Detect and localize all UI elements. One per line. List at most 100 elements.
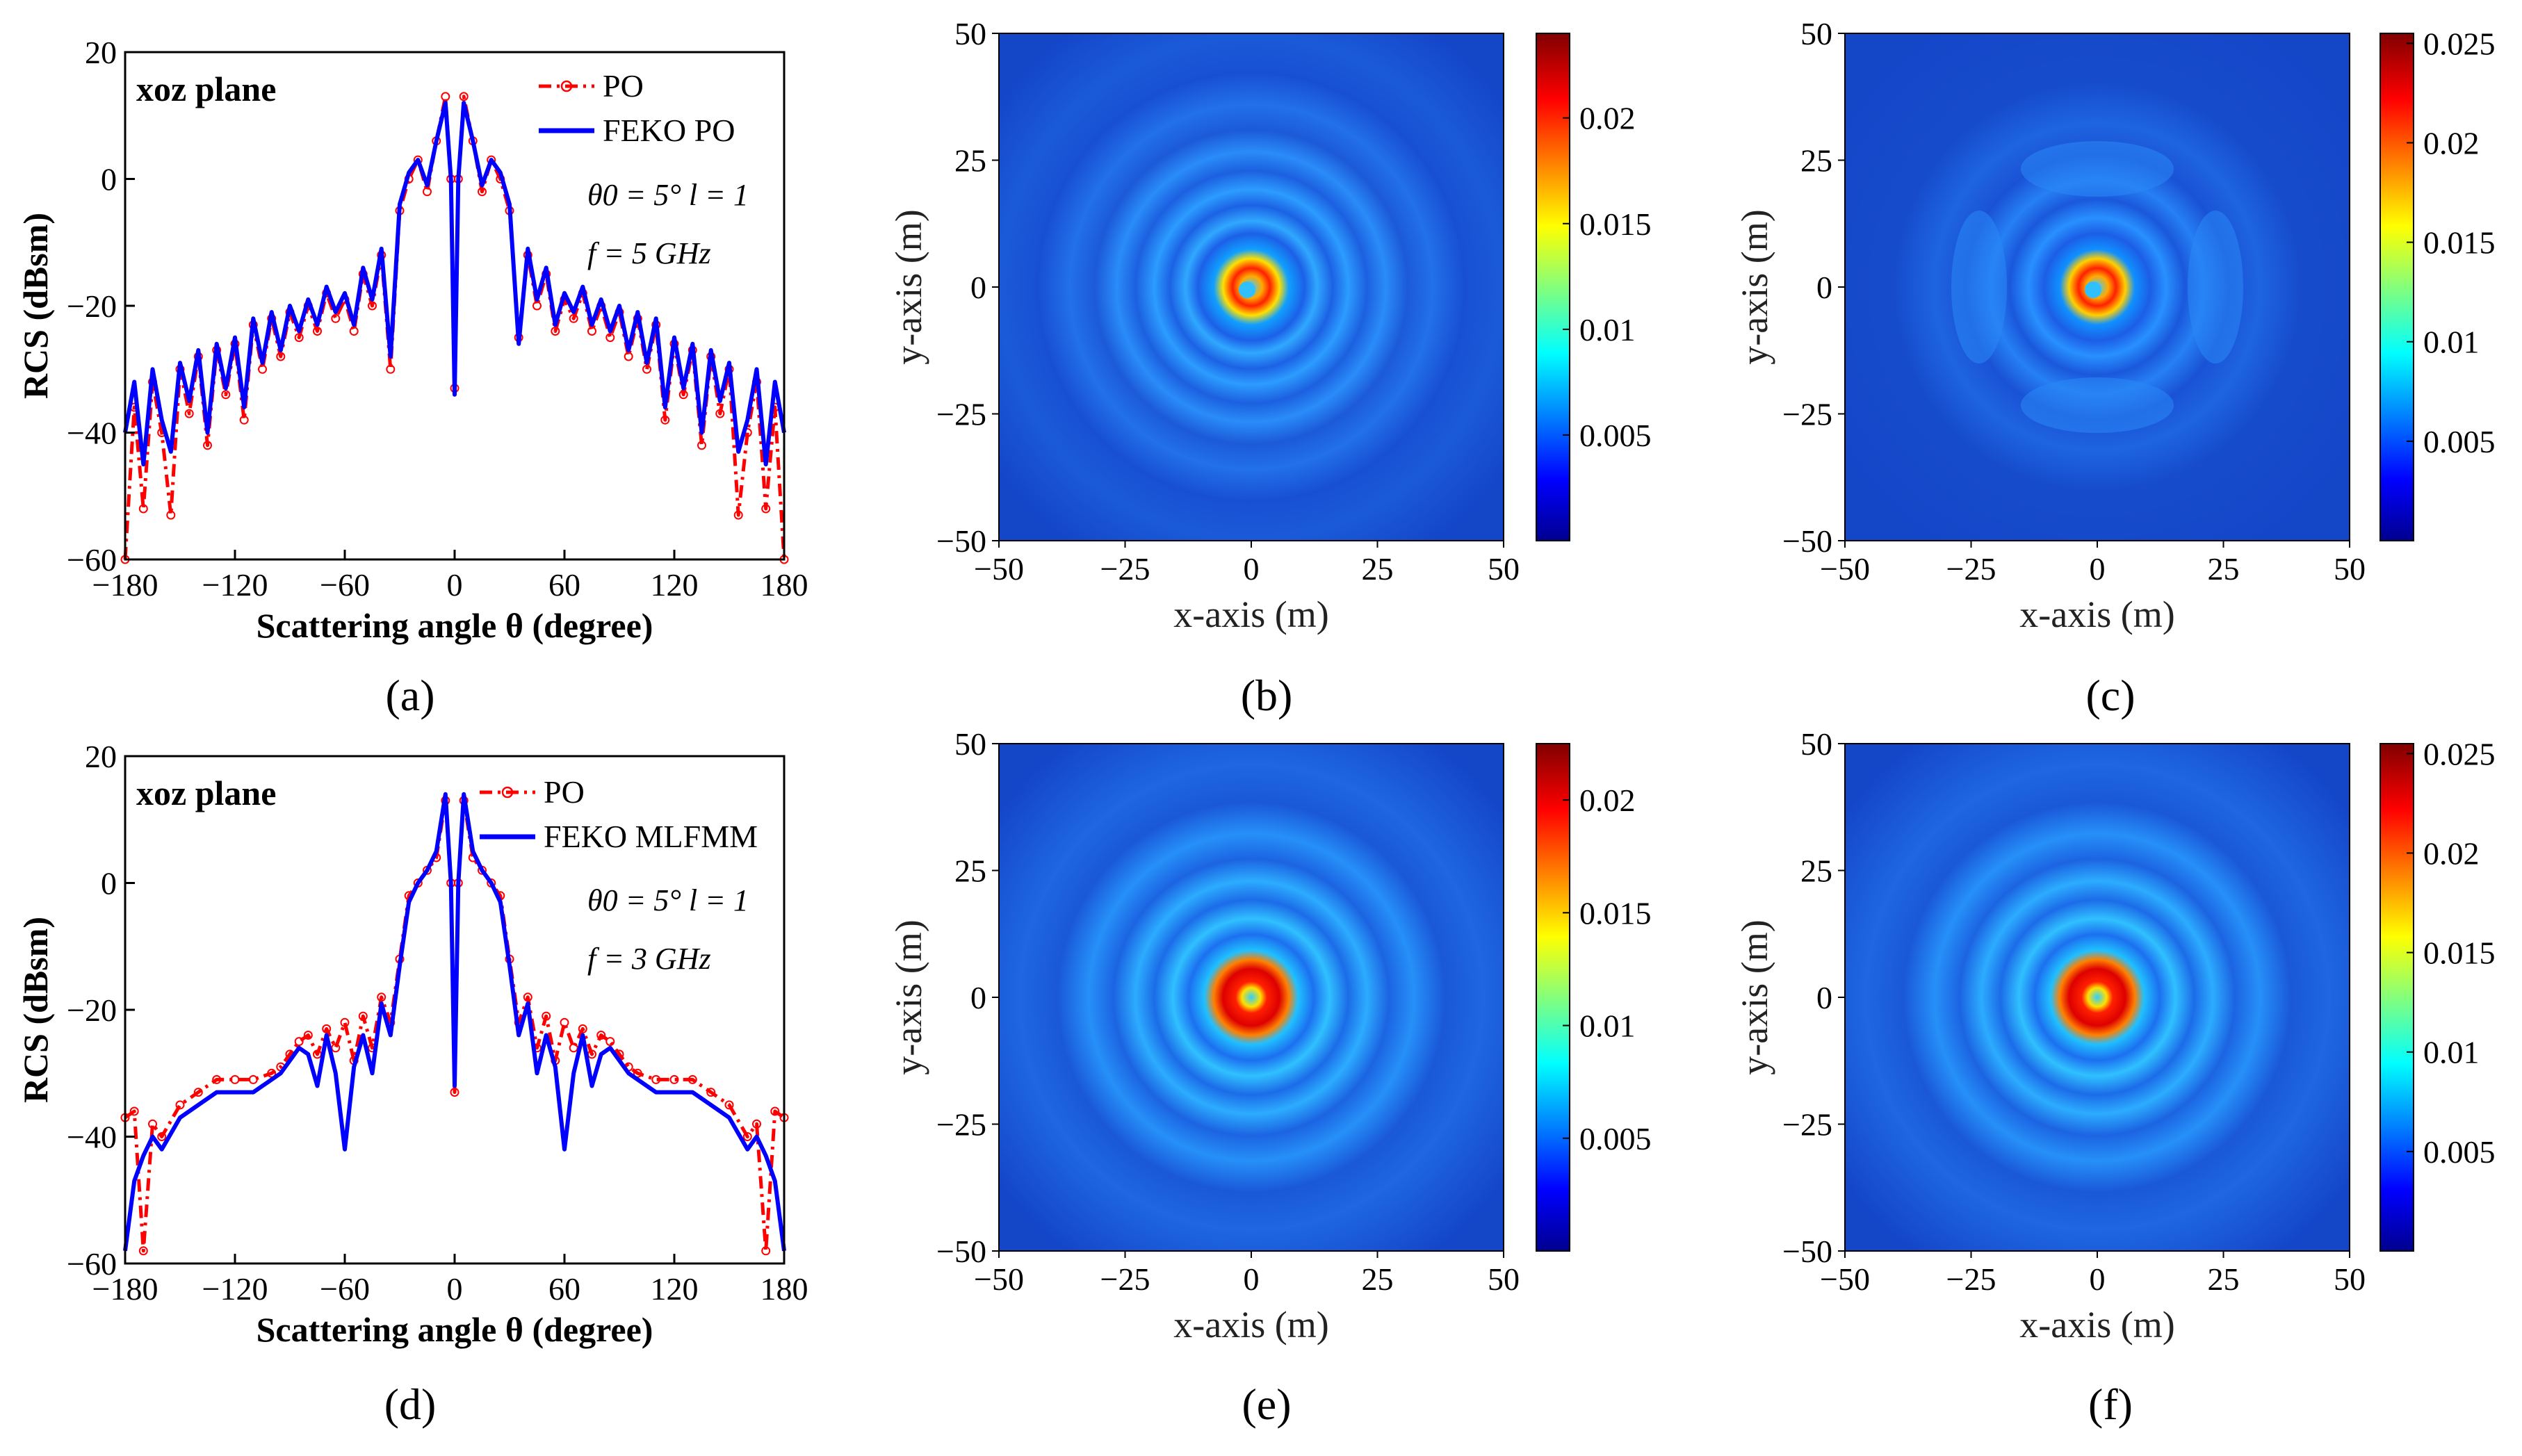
y-tick-label: 0 bbox=[970, 270, 986, 305]
colorbar-tick-label: 0.02 bbox=[2423, 125, 2480, 161]
colorbar-tick-label: 0.025 bbox=[2423, 736, 2496, 771]
colorbar-tick-label: 0.01 bbox=[2423, 1035, 2480, 1070]
y-tick-label: 25 bbox=[1800, 853, 1832, 889]
data-point bbox=[294, 333, 304, 343]
annotation-0: θ0 = 5° l = 1 bbox=[587, 178, 749, 212]
data-point bbox=[706, 1088, 716, 1097]
y-tick-label: −25 bbox=[936, 397, 986, 432]
data-point bbox=[441, 92, 450, 101]
data-point bbox=[138, 504, 148, 514]
y-tick-label: −20 bbox=[67, 288, 117, 324]
data-point bbox=[642, 364, 651, 374]
heatmap-f: −50 −25 0 25 50 −50 −25 0 25 50 x-axis (m) y-axis (… bbox=[1734, 726, 2496, 1345]
x-tick-label: 50 bbox=[2334, 1261, 2366, 1297]
colorbar bbox=[2379, 743, 2414, 1252]
data-point bbox=[248, 1074, 258, 1084]
x-tick-label: −25 bbox=[1946, 551, 1996, 587]
x-axis-label: x-axis (m) bbox=[1173, 594, 1328, 635]
data-point bbox=[166, 510, 176, 520]
colorbar-tick-label: 0.015 bbox=[2423, 935, 2496, 971]
x-axis-label: Scattering angle θ (degree) bbox=[257, 1310, 653, 1349]
field-intensity bbox=[1845, 744, 2350, 1251]
x-tick-label: 120 bbox=[651, 567, 699, 603]
x-tick-label: 0 bbox=[2090, 551, 2106, 587]
data-point bbox=[478, 187, 487, 197]
x-tick-label: −25 bbox=[1100, 1261, 1150, 1297]
caption-f: (f) bbox=[2088, 1380, 2133, 1429]
heatmap-e: −50 −25 0 25 50 −50 −25 0 25 50 x-axis (m) y-axis (… bbox=[888, 726, 1652, 1345]
x-tick-label: 120 bbox=[651, 1271, 699, 1307]
data-point bbox=[660, 415, 670, 425]
data-point bbox=[733, 510, 743, 520]
colorbar bbox=[1536, 743, 1570, 1252]
data-point bbox=[578, 1024, 587, 1033]
data-point bbox=[313, 327, 322, 336]
data-point bbox=[148, 1119, 157, 1129]
data-point bbox=[724, 1100, 734, 1110]
y-tick-label: −20 bbox=[67, 992, 117, 1028]
x-tick-label: 25 bbox=[1362, 551, 1394, 587]
caption-c: (c) bbox=[2085, 671, 2135, 720]
y-tick-label: 25 bbox=[1800, 143, 1832, 179]
x-tick-label: −180 bbox=[92, 567, 158, 603]
data-point bbox=[688, 1074, 697, 1084]
data-point bbox=[569, 1043, 578, 1053]
y-tick-label: 0 bbox=[1816, 980, 1832, 1015]
x-tick-label: 0 bbox=[447, 1271, 463, 1307]
heatmap-c: −50 −25 0 25 50 −50 −25 0 25 50 x-axis (m) y-axis (… bbox=[1734, 16, 2496, 635]
series-line-1 bbox=[123, 792, 786, 1252]
x-tick-label: 50 bbox=[1488, 551, 1520, 587]
data-point bbox=[596, 1031, 606, 1040]
y-tick-label: 0 bbox=[1816, 270, 1832, 305]
data-point bbox=[752, 1119, 761, 1129]
data-point bbox=[138, 1246, 148, 1256]
y-tick-label: −50 bbox=[1782, 1234, 1832, 1269]
data-point bbox=[386, 364, 396, 374]
x-tick-label: 25 bbox=[1362, 1261, 1394, 1297]
colorbar-tick-label: 0.01 bbox=[1579, 312, 1636, 347]
x-tick-label: −50 bbox=[974, 1261, 1024, 1297]
data-point bbox=[331, 1043, 341, 1053]
caption-b: (b) bbox=[1241, 671, 1293, 720]
y-tick-label: 50 bbox=[1800, 16, 1832, 51]
data-point bbox=[331, 313, 341, 323]
colorbar-tick-label: 0.005 bbox=[2423, 1134, 2496, 1170]
colorbar-tick-label: 0.015 bbox=[2423, 225, 2496, 261]
colorbar-tick-label: 0.02 bbox=[1579, 783, 1636, 818]
data-point bbox=[678, 390, 688, 400]
data-point bbox=[459, 92, 469, 101]
x-tick-label: 60 bbox=[548, 1271, 580, 1307]
legend-marker bbox=[501, 786, 514, 799]
chart-a: −180 −120 −60 0 60 120 180 −60 −40 −20 0 20 Scatteri… bbox=[16, 35, 808, 645]
data-point bbox=[605, 333, 615, 343]
x-axis-label: x-axis (m) bbox=[1173, 1304, 1328, 1345]
y-tick-label: −25 bbox=[1782, 397, 1832, 432]
legend-label-0: PO bbox=[544, 774, 585, 810]
ripple-lobe bbox=[2021, 377, 2174, 433]
x-tick-label: 0 bbox=[1244, 1261, 1260, 1297]
y-axis-label: y-axis (m) bbox=[888, 209, 929, 364]
y-tick-label: −50 bbox=[936, 523, 986, 559]
vortex-null bbox=[2085, 281, 2101, 298]
y-tick-label: −25 bbox=[1782, 1107, 1832, 1143]
y-tick-label: −40 bbox=[67, 416, 117, 451]
x-tick-label: 50 bbox=[2334, 551, 2366, 587]
x-tick-label: 25 bbox=[2208, 1261, 2240, 1297]
x-tick-label: −120 bbox=[202, 567, 268, 603]
series-line-1 bbox=[123, 101, 786, 467]
x-tick-label: −60 bbox=[320, 1271, 370, 1307]
x-tick-label: −120 bbox=[202, 1271, 268, 1307]
y-tick-label: 20 bbox=[85, 35, 117, 70]
x-axis-label: x-axis (m) bbox=[2019, 1304, 2174, 1345]
heatmap-b: −50 −25 0 25 50 −50 −25 0 25 50 x-axis (m) y-axis (… bbox=[888, 16, 1652, 635]
x-axis-label: Scattering angle θ (degree) bbox=[257, 606, 653, 645]
x-tick-label: −180 bbox=[92, 1271, 158, 1307]
data-point bbox=[349, 327, 359, 336]
plane-label: xoz plane bbox=[136, 774, 276, 812]
data-point bbox=[368, 301, 377, 311]
data-point bbox=[542, 1011, 551, 1021]
y-axis-label: y-axis (m) bbox=[1734, 209, 1775, 364]
caption-e: (e) bbox=[1242, 1380, 1291, 1429]
data-point bbox=[551, 327, 560, 336]
